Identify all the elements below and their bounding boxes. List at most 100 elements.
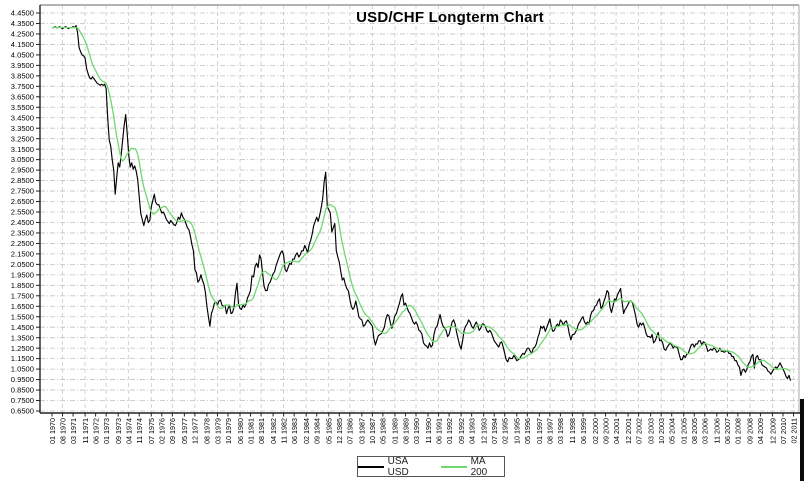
svg-text:3.1500: 3.1500 [11, 145, 34, 154]
svg-text:0.6500: 0.6500 [11, 407, 34, 416]
svg-text:0.8500: 0.8500 [11, 386, 34, 395]
svg-text:09 1984: 09 1984 [313, 418, 322, 444]
svg-text:01 1989: 01 1989 [391, 418, 400, 444]
svg-text:07 1994: 07 1994 [490, 418, 499, 444]
svg-text:01 1997: 01 1997 [535, 418, 544, 444]
svg-text:08 1970: 08 1970 [58, 418, 67, 444]
svg-text:08 1989: 08 1989 [401, 418, 410, 444]
svg-text:04 2001: 04 2001 [612, 418, 621, 444]
svg-text:2.1500: 2.1500 [11, 249, 34, 258]
svg-text:10 2003: 10 2003 [657, 418, 666, 444]
svg-text:04 1993: 04 1993 [467, 418, 476, 444]
vertical-gridlines [62, 5, 794, 413]
svg-text:04 2009: 04 2009 [756, 418, 765, 444]
legend-label-ma200: MA 200 [470, 455, 488, 478]
svg-text:2.7500: 2.7500 [11, 187, 34, 196]
usd-line-swatch [358, 465, 384, 468]
svg-text:2.6500: 2.6500 [11, 197, 34, 206]
svg-text:04 1982: 04 1982 [269, 418, 278, 444]
svg-text:3.7500: 3.7500 [11, 82, 34, 91]
svg-text:3.8500: 3.8500 [11, 71, 34, 80]
svg-text:07 2010: 07 2010 [779, 418, 788, 444]
svg-text:06 1999: 06 1999 [579, 418, 588, 444]
svg-text:06 1980: 06 1980 [236, 418, 245, 444]
svg-text:1.1500: 1.1500 [11, 354, 34, 363]
svg-text:01 2008: 01 2008 [734, 418, 743, 444]
axis-tick-marks [36, 12, 795, 417]
svg-text:03 1987: 03 1987 [358, 418, 367, 444]
svg-text:09 1973: 09 1973 [114, 418, 123, 444]
svg-text:11 1971: 11 1971 [81, 418, 90, 443]
svg-text:4.0500: 4.0500 [11, 50, 34, 59]
svg-text:1.4500: 1.4500 [11, 323, 34, 332]
svg-text:1.8500: 1.8500 [11, 281, 34, 290]
svg-text:06 2007: 06 2007 [723, 418, 732, 444]
svg-text:11 2006: 11 2006 [713, 418, 722, 443]
svg-text:2.8500: 2.8500 [11, 176, 34, 185]
svg-text:2.9500: 2.9500 [11, 166, 34, 175]
usd-series-line [52, 25, 792, 381]
svg-text:04 1974: 04 1974 [125, 418, 134, 444]
svg-text:01 1981: 01 1981 [246, 418, 255, 444]
svg-text:1.0500: 1.0500 [11, 365, 34, 374]
svg-text:12 2001: 12 2001 [624, 418, 633, 444]
svg-text:3.6500: 3.6500 [11, 92, 34, 101]
svg-text:02 2000: 02 2000 [591, 418, 600, 444]
svg-text:12 1985: 12 1985 [335, 418, 344, 444]
legend-label-usd: USA USD [387, 455, 409, 478]
svg-text:07 1975: 07 1975 [147, 418, 156, 444]
svg-text:1.6500: 1.6500 [11, 302, 34, 311]
screen-edge-artifact [800, 399, 804, 481]
svg-text:01 1970: 01 1970 [48, 418, 57, 444]
legend: USA USD MA 200 [357, 455, 505, 478]
svg-text:3.9500: 3.9500 [11, 61, 34, 70]
svg-text:4.4500: 4.4500 [11, 9, 34, 18]
ma200-line-swatch [440, 465, 467, 468]
svg-text:05 1988: 05 1988 [379, 418, 388, 444]
horizontal-gridlines [40, 12, 799, 412]
svg-text:3.2500: 3.2500 [11, 134, 34, 143]
legend-item-ma200: MA 200 [440, 455, 504, 478]
svg-text:4.1500: 4.1500 [11, 40, 34, 49]
svg-text:4.3500: 4.3500 [11, 19, 34, 28]
svg-text:11 1990: 11 1990 [424, 418, 433, 443]
series-lines [52, 25, 792, 381]
svg-text:09 2008: 09 2008 [746, 418, 755, 444]
svg-text:01 2005: 01 2005 [680, 418, 689, 444]
svg-text:02 1976: 02 1976 [158, 418, 167, 444]
svg-text:2.4500: 2.4500 [11, 218, 34, 227]
svg-text:06 1983: 06 1983 [290, 418, 299, 444]
svg-text:1.7500: 1.7500 [11, 291, 34, 300]
svg-text:08 1981: 08 1981 [257, 418, 266, 444]
svg-text:11 1998: 11 1998 [568, 418, 577, 443]
svg-text:02 1984: 02 1984 [302, 418, 311, 444]
svg-text:08 1978: 08 1978 [203, 418, 212, 444]
svg-text:3.3500: 3.3500 [11, 124, 34, 133]
svg-text:1.5500: 1.5500 [11, 312, 34, 321]
legend-item-usd: USA USD [358, 456, 431, 478]
svg-text:08 1997: 08 1997 [546, 418, 555, 444]
svg-text:03 1998: 03 1998 [556, 418, 565, 444]
svg-text:09 1976: 09 1976 [168, 418, 177, 444]
svg-text:05 2004: 05 2004 [667, 418, 676, 444]
ma200-series-line [52, 26, 791, 372]
svg-text:1.9500: 1.9500 [11, 270, 34, 279]
svg-text:12 2009: 12 2009 [768, 418, 777, 444]
svg-text:03 2006: 03 2006 [701, 418, 710, 444]
page-title: USD/CHF Longterm Chart [356, 9, 544, 26]
svg-text:05 1977: 05 1977 [180, 418, 189, 444]
svg-text:1.3500: 1.3500 [11, 333, 34, 342]
svg-text:2.5500: 2.5500 [11, 208, 34, 217]
svg-text:11 1974: 11 1974 [135, 418, 144, 443]
svg-text:10 1995: 10 1995 [513, 418, 522, 444]
svg-text:0.9500: 0.9500 [11, 375, 34, 384]
svg-text:06 1991: 06 1991 [434, 418, 443, 444]
svg-text:10 1979: 10 1979 [224, 418, 233, 444]
svg-text:09 1992: 09 1992 [457, 418, 466, 444]
svg-text:3.5500: 3.5500 [11, 103, 34, 112]
svg-text:12 1993: 12 1993 [479, 418, 488, 444]
svg-text:05 1985: 05 1985 [325, 418, 334, 444]
